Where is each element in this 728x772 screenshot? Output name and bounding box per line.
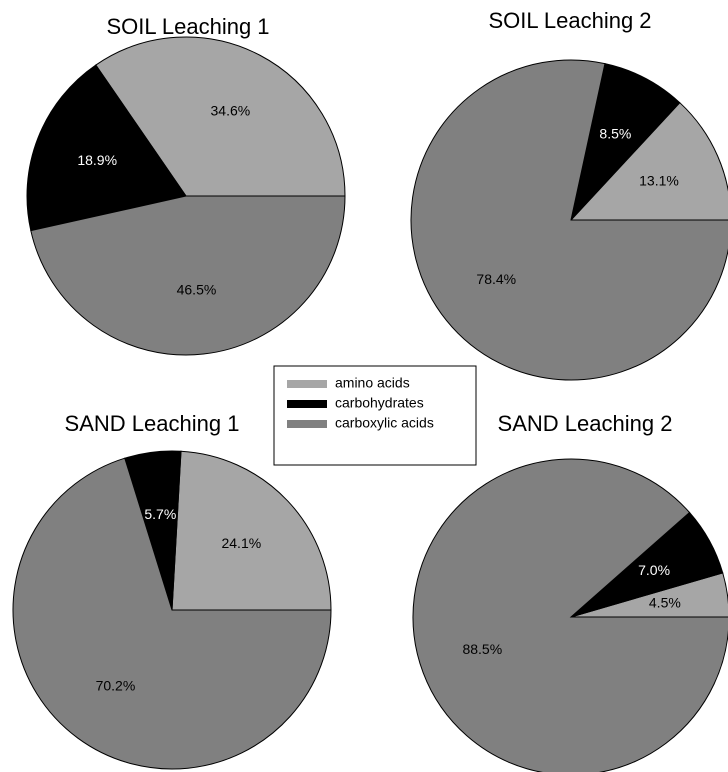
- slice-label: 78.4%: [476, 271, 516, 287]
- legend-label: carbohydrates: [335, 395, 424, 411]
- slice-label: 4.5%: [649, 594, 681, 610]
- slice-label: 18.9%: [77, 152, 117, 168]
- slice-label: 8.5%: [599, 126, 631, 142]
- slice-label: 5.7%: [144, 506, 176, 522]
- pie-slice: [95, 36, 346, 197]
- chart-title: SOIL Leaching 1: [106, 14, 269, 39]
- legend-label: amino acids: [335, 375, 410, 391]
- pie-slice: [570, 63, 681, 222]
- slice-label: 13.1%: [639, 172, 679, 188]
- legend-label: carboxylic acids: [335, 415, 434, 431]
- chart-title: SAND Leaching 2: [498, 411, 673, 436]
- legend-swatch: [287, 380, 327, 388]
- legend-swatch: [287, 420, 327, 428]
- pie-slice: [26, 64, 187, 232]
- slice-label: 88.5%: [462, 641, 502, 657]
- slice-label: 34.6%: [211, 102, 251, 118]
- chart-title: SOIL Leaching 2: [488, 8, 651, 33]
- pie-slice: [30, 195, 346, 356]
- slice-label: 7.0%: [638, 562, 670, 578]
- pie-slice: [12, 457, 332, 770]
- chart-title: SAND Leaching 1: [65, 411, 240, 436]
- pie-slice: [412, 458, 728, 772]
- pie-slice: [410, 59, 728, 381]
- slice-label: 46.5%: [177, 282, 217, 298]
- legend-swatch: [287, 400, 327, 408]
- slice-label: 24.1%: [221, 535, 261, 551]
- pie-slice: [569, 101, 728, 221]
- slice-label: 70.2%: [96, 678, 136, 694]
- pie-slice: [171, 450, 332, 611]
